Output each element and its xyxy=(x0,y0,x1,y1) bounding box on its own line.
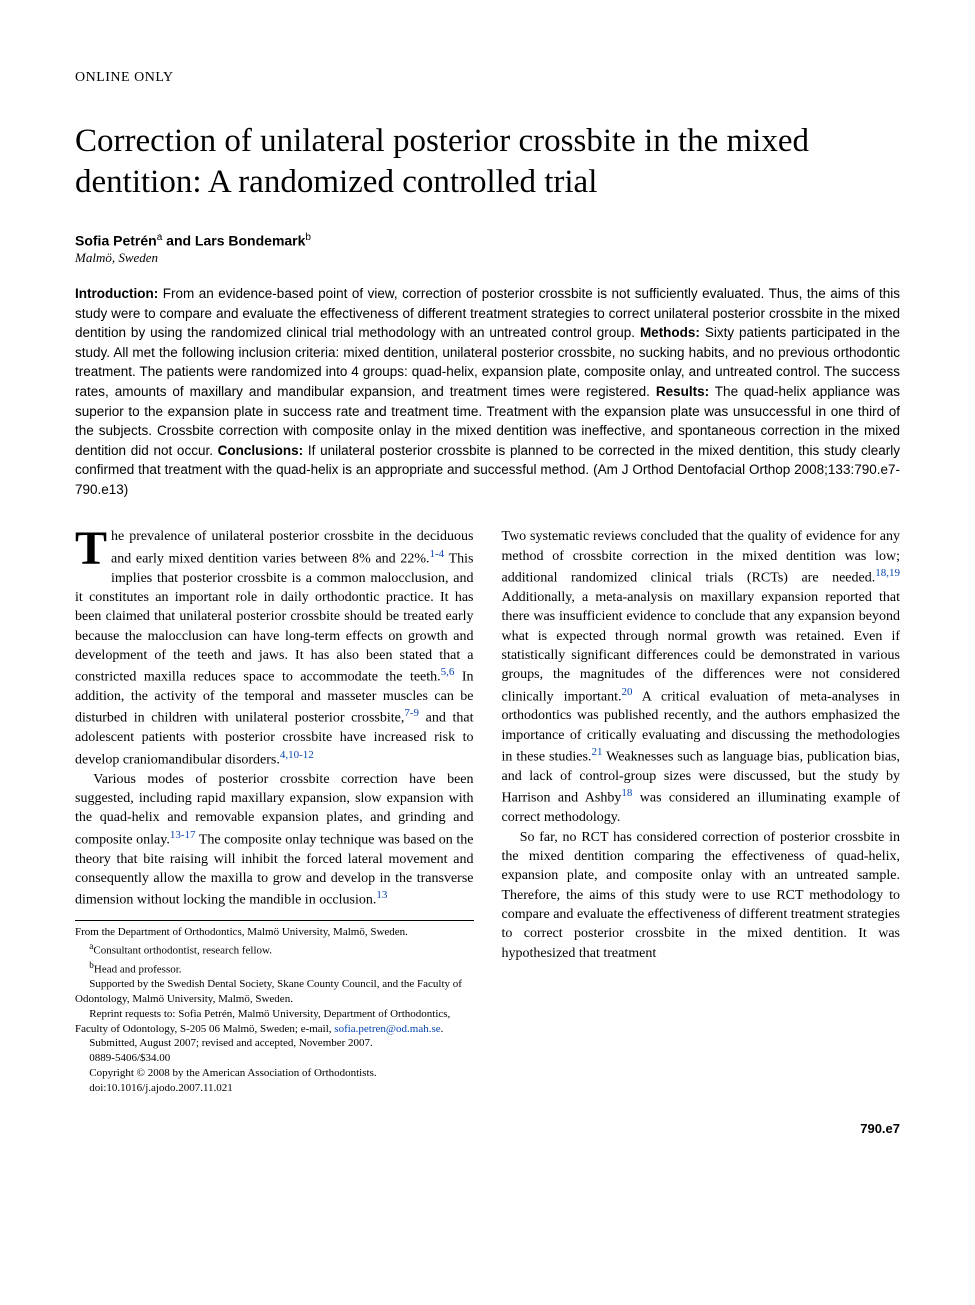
citation-ref[interactable]: 7-9 xyxy=(404,707,419,719)
affiliation: Malmö, Sweden xyxy=(75,250,900,266)
abstract-conclusions-label: Conclusions: xyxy=(218,443,304,458)
footnote-line: bHead and professor. xyxy=(75,959,474,978)
footnotes: From the Department of Orthodontics, Mal… xyxy=(75,920,474,1096)
body-paragraph-1: The prevalence of unilateral posterior c… xyxy=(75,527,474,769)
citation-ref[interactable]: 13-17 xyxy=(170,829,196,841)
abstract: Introduction: From an evidence-based poi… xyxy=(75,284,900,499)
citation-ref[interactable]: 18 xyxy=(621,787,632,799)
footnote-line: aConsultant orthodontist, research fello… xyxy=(75,940,474,959)
footnote-rule xyxy=(75,920,474,921)
dropcap: T xyxy=(75,527,111,570)
citation-ref[interactable]: 4,10-12 xyxy=(280,749,314,761)
citation-ref[interactable]: 18,19 xyxy=(875,567,900,579)
footnote-line: From the Department of Orthodontics, Mal… xyxy=(75,925,474,940)
authors: Sofia Petréna and Lars Bondemarkb xyxy=(75,232,900,249)
footnote-line: 0889-5406/$34.00 xyxy=(75,1051,474,1066)
citation-ref[interactable]: 21 xyxy=(591,746,602,758)
body-paragraph-3: Two systematic reviews concluded that th… xyxy=(502,527,901,827)
citation-ref[interactable]: 13 xyxy=(376,889,387,901)
footnote-line: Submitted, August 2007; revised and acce… xyxy=(75,1036,474,1051)
article-title: Correction of unilateral posterior cross… xyxy=(75,121,900,204)
body-paragraph-2: Various modes of posterior crossbite cor… xyxy=(75,770,474,911)
abstract-results-label: Results: xyxy=(656,384,709,399)
footnote-line: Copyright © 2008 by the American Associa… xyxy=(75,1066,474,1081)
footnote-line: Supported by the Swedish Dental Society,… xyxy=(75,977,474,1007)
body-paragraph-4: So far, no RCT has considered correction… xyxy=(502,828,901,963)
body-columns: The prevalence of unilateral posterior c… xyxy=(75,527,900,1095)
reprint-email-link[interactable]: sofia.petren@od.mah.se xyxy=(334,1023,440,1035)
citation-ref[interactable]: 5,6 xyxy=(441,666,455,678)
abstract-methods-label: Methods: xyxy=(640,325,700,340)
page-number: 790.e7 xyxy=(75,1121,900,1136)
abstract-intro-label: Introduction: xyxy=(75,286,158,301)
citation-ref[interactable]: 1-4 xyxy=(430,548,445,560)
citation-ref[interactable]: 20 xyxy=(622,686,633,698)
footnote-line: Reprint requests to: Sofia Petrén, Malmö… xyxy=(75,1007,474,1037)
footnote-line: doi:10.1016/j.ajodo.2007.11.021 xyxy=(75,1081,474,1096)
section-label: ONLINE ONLY xyxy=(75,70,900,86)
